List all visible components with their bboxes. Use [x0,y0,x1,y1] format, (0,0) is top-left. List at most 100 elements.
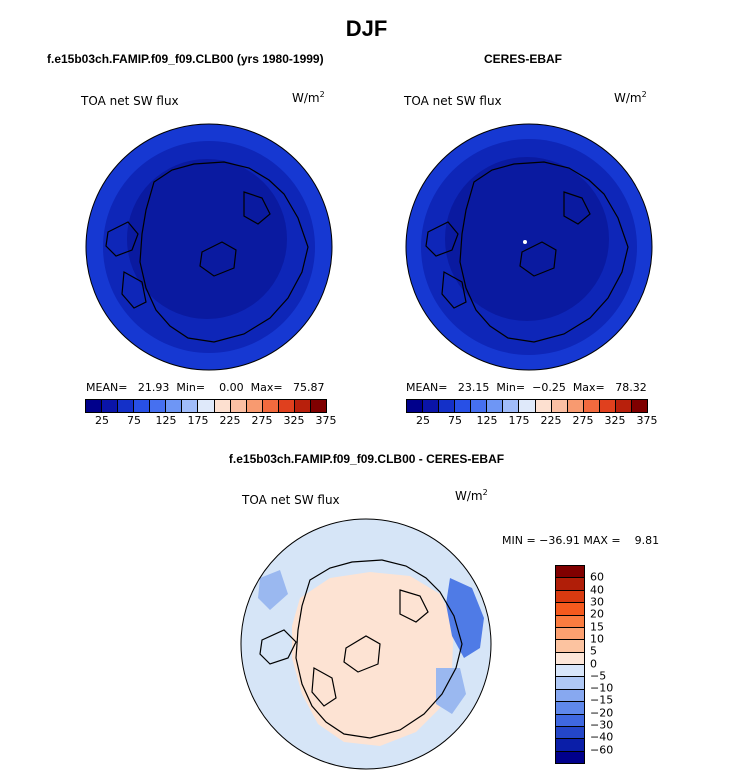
units-base: W/m [455,489,483,503]
colorbar-tick-label: 30 [590,595,604,609]
coastline-outline [425,161,629,343]
polar-map-model [85,123,333,371]
colorbar-swatch [310,400,326,412]
colorbar-swatch [519,400,536,412]
colorbar-obs [406,399,648,413]
colorbar-swatch [423,400,440,412]
stats-model: MEAN= 21.93 Min= 0.00 Max= 75.87 [86,381,325,394]
coastline-outline [259,559,463,739]
colorbar-tick-label: 275 [251,414,273,427]
colorbar-swatch [615,400,632,412]
panel-heading-obs: CERES-EBAF [484,52,563,66]
colorbar-tick-label: 225 [540,414,562,427]
colorbar-swatch [556,578,584,591]
page-title: DJF [345,16,388,41]
colorbar-swatch [439,400,456,412]
colorbar-swatch [134,400,151,412]
colorbar-swatch [487,400,504,412]
colorbar-swatch [556,627,584,641]
colorbar-tick-label: 20 [590,607,604,621]
colorbar-tick-label: 125 [155,414,177,427]
map-frame [405,123,653,371]
colorbar-swatch [556,665,584,678]
colorbar-swatch [278,400,295,412]
colorbar-swatch [503,400,520,412]
colorbar-tick-label: −30 [590,718,614,732]
colorbar-swatch [556,603,584,616]
contour-band-negative-strong [446,578,484,658]
colorbar-tick-label: 25 [95,414,109,427]
field-label-model: TOA net SW flux [81,94,179,108]
stats-obs: MEAN= 23.15 Min= −0.25 Max= 78.32 [406,381,647,394]
colorbar-swatch [455,400,472,412]
units-exp: 2 [319,90,325,99]
colorbar-tick-label: 5 [590,644,597,658]
colorbar-tick-label: 125 [476,414,498,427]
colorbar-swatch [86,400,103,412]
colorbar-tick-label: −10 [590,681,614,695]
colorbar-tick-label: 10 [590,632,604,646]
contour-band-inner [445,157,609,321]
colorbar-tick-label: −20 [590,706,614,720]
colorbar-swatch [556,702,584,715]
units-label-obs: W/m2 [614,90,647,105]
contour-band-positive [292,572,454,746]
colorbar-tick-label: 60 [590,570,604,584]
colorbar-swatch [556,615,584,628]
colorbar-tick-label: 40 [590,583,604,597]
colorbar-swatch [535,400,552,412]
units-base: W/m [292,91,320,105]
colorbar-tick-label: −5 [590,669,607,683]
contour-band-negative-mid [258,570,288,610]
colorbar-tick-label: −40 [590,730,614,744]
pole-marker [523,240,527,244]
colorbar-swatch [556,714,584,727]
colorbar-swatch [150,400,167,412]
field-label-obs: TOA net SW flux [404,94,502,108]
diff-heading: f.e15b03ch.FAMIP.f09_f09.CLB00 - CERES-E… [228,452,505,466]
colorbar-swatch [182,400,199,412]
polar-map-diff [240,518,492,770]
colorbar-swatch [556,677,584,690]
colorbar-tick-label: −60 [590,743,614,757]
units-exp: 2 [482,488,488,497]
units-label-diff: W/m2 [455,488,488,503]
colorbar-tick-label: 325 [604,414,626,427]
colorbar-swatch [230,400,247,412]
colorbar-model [85,399,327,413]
colorbar-swatch [166,400,183,412]
colorbar-swatch [262,400,279,412]
colorbar-tick-label: 375 [636,414,658,427]
contour-band-negative-mid [436,668,466,714]
colorbar-swatch [556,689,584,703]
colorbar-swatch [556,652,584,665]
colorbar-swatch [246,400,263,412]
colorbar-swatch [407,400,424,412]
colorbar-tick-label: −15 [590,693,614,707]
colorbar-swatch [556,640,584,653]
colorbar-swatch [102,400,119,412]
colorbar-swatch [556,566,584,579]
colorbar-swatch [556,590,584,604]
colorbar-swatch [551,400,568,412]
polar-map-obs [405,123,653,371]
colorbar-swatch [198,400,215,412]
colorbar-swatch [631,400,647,412]
map-frame [85,123,333,371]
colorbar-tick-label: 325 [283,414,305,427]
contour-band-inner [127,159,287,319]
colorbar-swatch [214,400,231,412]
colorbar-tick-label: 75 [448,414,462,427]
units-base: W/m [614,91,642,105]
colorbar-swatch [556,739,584,752]
colorbar-tick-label: 175 [187,414,209,427]
colorbar-tick-label: 15 [590,620,604,634]
colorbar-tick-label: 375 [315,414,337,427]
colorbar-tick-label: 175 [508,414,530,427]
colorbar-swatch [471,400,488,412]
colorbar-swatch [294,400,311,412]
colorbar-swatch [583,400,600,412]
field-label-diff: TOA net SW flux [242,493,340,507]
colorbar-tick-label: 75 [127,414,141,427]
coastline-outline [105,161,309,343]
